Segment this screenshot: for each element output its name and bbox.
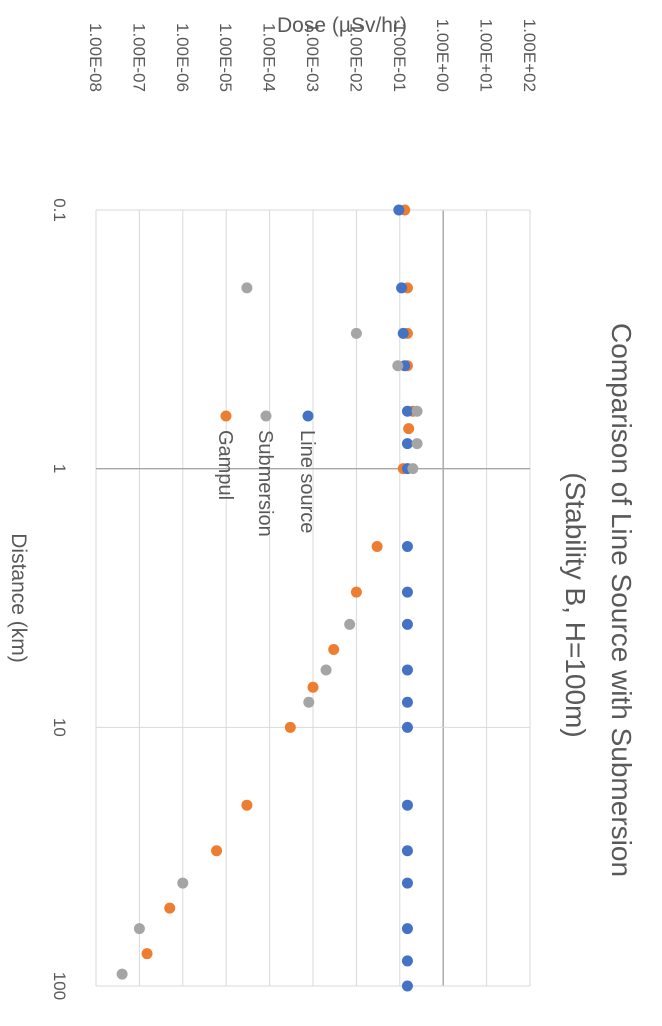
submersion-point <box>177 877 189 889</box>
dose-tick-label: 1.00E-07 <box>129 23 148 92</box>
submersion-point <box>392 360 404 372</box>
gampul-point <box>211 845 223 857</box>
line-source-point <box>401 405 413 417</box>
submersion-point <box>344 618 356 630</box>
submersion-point <box>411 405 423 417</box>
dose-tick-labels: 1.00E-08 1.00E-07 1.00E-06 1.00E-05 1.00E-04… <box>86 19 539 92</box>
line-source-point <box>401 438 413 450</box>
dose-tick-label: 1.00E-08 <box>86 23 105 92</box>
line-source-point <box>401 799 413 811</box>
dose-tick-label: 1.00E-03 <box>303 23 322 92</box>
line-source-point <box>401 696 413 708</box>
dose-tick-label: 1.00E-01 <box>390 23 409 92</box>
chart-title: Comparison of Line Source with Submersio… <box>606 323 637 877</box>
dose-tick-label: 1.00E+01 <box>477 19 496 92</box>
grid <box>95 209 531 987</box>
legend-marker-gampul <box>220 410 232 422</box>
dose-tick-label: 1.00E-04 <box>260 23 279 92</box>
submersion-point <box>133 923 145 935</box>
line-source-point <box>401 618 413 630</box>
submersion-point <box>303 696 315 708</box>
line-source-point <box>401 955 413 967</box>
line-source-point <box>401 980 413 992</box>
distance-tick-label: 10 <box>50 718 69 737</box>
line-source-point <box>401 877 413 889</box>
submersion-point <box>116 968 128 980</box>
line-source-point <box>401 541 413 553</box>
distance-tick-label: 0.1 <box>50 198 69 222</box>
line-source-point <box>401 721 413 733</box>
gampul-point <box>350 586 362 598</box>
legend-label-submersion: Submersion <box>254 430 276 537</box>
dose-tick-label: 1.00E+02 <box>520 19 539 92</box>
gampul-point <box>328 643 340 655</box>
submersion-point <box>350 327 362 339</box>
line-source-point <box>401 923 413 935</box>
legend-label-gampul: Gampul <box>214 430 236 500</box>
line-source-point <box>396 282 408 294</box>
y-axis-title: Dose (µSv/hr) <box>277 14 407 37</box>
line-source-point <box>401 664 413 676</box>
data-points <box>116 204 423 992</box>
distance-tick-label: 1 <box>50 464 69 473</box>
legend-marker-submersion <box>260 410 272 422</box>
x-axis-title: Distance (km) <box>7 533 30 663</box>
line-source-point <box>393 204 405 216</box>
submersion-point <box>241 282 253 294</box>
dose-tick-label: 1.00E-05 <box>216 23 235 92</box>
gampul-point <box>403 423 415 435</box>
chart-subtitle: (Stability B, H=100m) <box>560 472 591 737</box>
gampul-point <box>141 948 153 960</box>
distance-tick-label: 100 <box>50 972 69 1000</box>
line-source-point <box>401 586 413 598</box>
line-source-point <box>401 845 413 857</box>
dose-tick-label: 1.00E+00 <box>433 19 452 92</box>
submersion-point <box>407 463 419 475</box>
submersion-point <box>320 664 332 676</box>
gampul-point <box>164 902 176 914</box>
dose-tick-label: 1.00E-06 <box>173 23 192 92</box>
distance-tick-labels: 0.1 1 10 100 <box>50 198 69 1000</box>
line-source-point <box>397 327 409 339</box>
gampul-point <box>284 721 296 733</box>
legend-marker-line-source <box>302 410 314 422</box>
dose-tick-label: 1.00E-02 <box>346 23 365 92</box>
gampul-point <box>371 541 383 553</box>
gampul-point <box>241 799 253 811</box>
legend: Line source Submersion Gampul <box>214 410 318 537</box>
submersion-point <box>411 438 423 450</box>
gampul-point <box>307 681 319 693</box>
legend-label-line-source: Line source <box>296 430 318 533</box>
